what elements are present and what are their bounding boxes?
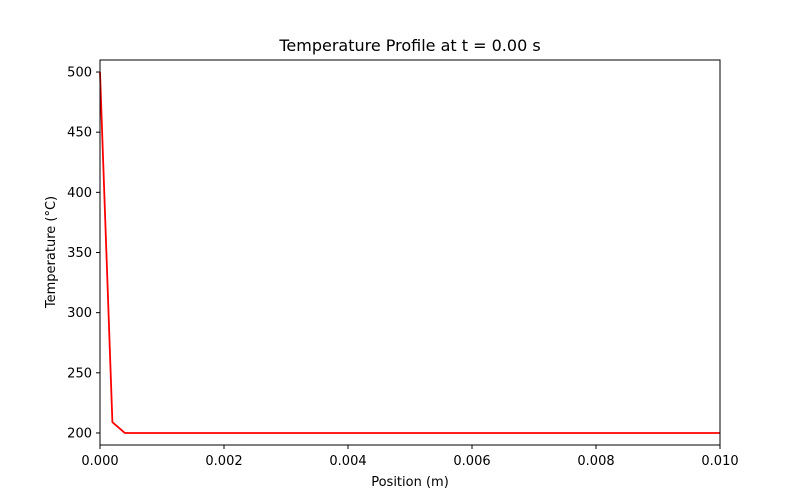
x-axis-title: Position (m)	[371, 475, 449, 490]
y-tick-label: 400	[67, 186, 92, 201]
y-axis-ticks: 200 250 300 350 400 450 500	[67, 66, 100, 441]
y-tick-label: 200	[67, 426, 92, 441]
x-tick-label: 0.002	[205, 454, 242, 469]
y-tick-label: 300	[67, 306, 92, 321]
chart-title: Temperature Profile at t = 0.00 s	[278, 36, 540, 55]
x-axis-ticks: 0.000 0.002 0.004 0.006 0.008 0.010	[81, 445, 739, 469]
y-tick-label: 500	[67, 66, 92, 81]
y-tick-label: 450	[67, 126, 92, 141]
x-tick-label: 0.010	[701, 454, 738, 469]
y-axis-title: Temperature (°C)	[44, 196, 59, 309]
y-tick-label: 350	[67, 246, 92, 261]
series-layer	[99, 71, 720, 434]
y-tick-label: 250	[67, 366, 92, 381]
temperature-line	[99, 71, 720, 434]
x-tick-label: 0.006	[453, 454, 490, 469]
x-tick-label: 0.008	[577, 454, 614, 469]
plot-area	[100, 60, 720, 445]
plot-frame	[99, 59, 721, 446]
x-tick-label: 0.000	[81, 454, 118, 469]
x-tick-label: 0.004	[329, 454, 366, 469]
